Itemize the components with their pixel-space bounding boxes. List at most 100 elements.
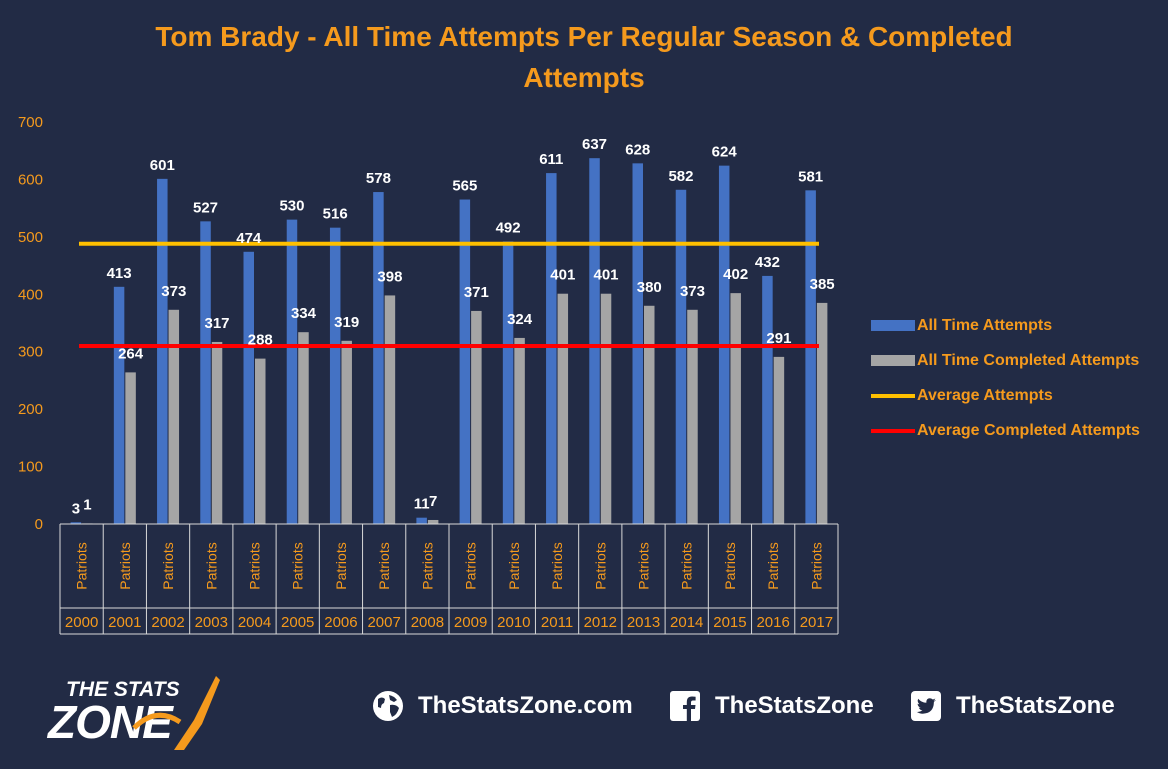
bar-completed	[730, 293, 741, 524]
bar-attempts	[286, 219, 298, 524]
legend-label: Average Attempts	[917, 386, 1053, 404]
y-tick-label: 300	[18, 344, 43, 361]
x-category-year-label: 2003	[195, 614, 228, 631]
data-label-completed: 373	[680, 283, 705, 300]
x-category-team-label: Patriots	[722, 542, 738, 589]
x-category-team-label: Patriots	[333, 542, 349, 589]
bar-completed	[557, 293, 569, 524]
facebook-link[interactable]: TheStatsZone	[669, 690, 874, 722]
bar-attempts	[329, 227, 341, 524]
y-tick-label: 600	[18, 171, 43, 188]
bar-attempts	[632, 163, 643, 524]
data-label-completed: 264	[118, 345, 144, 362]
legend-item: All Time Completed Attempts	[871, 343, 1140, 378]
x-category-team-label: Patriots	[592, 542, 608, 589]
footer: THE STATS ZONE TheStatsZone.com TheStats…	[0, 668, 1168, 758]
legend-label: All Time Completed Attempts	[917, 351, 1140, 369]
data-label-completed: 398	[377, 268, 402, 285]
x-category-year-label: 2010	[497, 614, 530, 631]
data-label-completed: 385	[810, 276, 835, 293]
chart-title-line-1: Tom Brady - All Time Attempts Per Regula…	[155, 21, 1013, 52]
bar-completed	[384, 295, 396, 524]
logo-line-1: THE STATS	[66, 678, 180, 701]
x-category-year-label: 2005	[281, 614, 314, 631]
x-category-team-label: Patriots	[808, 542, 824, 589]
bars	[70, 158, 828, 525]
y-tick-label: 700	[18, 114, 43, 131]
bar-completed	[341, 340, 352, 524]
x-category-team-label: Patriots	[463, 542, 479, 589]
bar-attempts	[589, 158, 600, 524]
facebook-text: TheStatsZone	[715, 692, 874, 719]
website-text: TheStatsZone.com	[418, 692, 633, 719]
x-category-year-label: 2002	[151, 614, 184, 631]
twitter-link[interactable]: TheStatsZone	[910, 690, 1115, 722]
data-label-completed: 401	[594, 267, 619, 284]
bar-completed	[168, 309, 180, 524]
x-category-team-label: Patriots	[636, 542, 652, 589]
x-category-team-label: Patriots	[419, 542, 435, 589]
data-label-completed: 373	[161, 283, 186, 300]
legend-label: Average Completed Attempts	[917, 421, 1140, 439]
x-category-team-label: Patriots	[765, 542, 781, 589]
stats-zone-logo: THE STATS ZONE	[46, 676, 220, 750]
data-label-attempts: 11	[414, 496, 430, 513]
facebook-icon	[670, 691, 700, 721]
logo-line-2: ZONE	[46, 696, 174, 748]
data-label-attempts: 582	[668, 168, 693, 185]
chart-title-line-2: Attempts	[523, 62, 645, 93]
bar-completed	[298, 332, 309, 524]
data-label-completed: 324	[507, 311, 533, 328]
bar-attempts	[762, 275, 773, 524]
bar-attempts	[675, 189, 687, 524]
data-label-attempts: 530	[279, 198, 304, 215]
logo-swoosh-icon	[174, 676, 220, 750]
legend-item: All Time Attempts	[871, 308, 1140, 343]
data-label-attempts: 624	[712, 144, 738, 161]
bar-chart: 0 100 200 300 400 500 600 700 3 1 413 264 601 373 527…	[18, 114, 839, 635]
x-axis: Patriots 2000 Patriots 2001 Patriots 2002 Patr…	[59, 523, 839, 635]
data-label-attempts: 578	[366, 170, 391, 187]
data-label-attempts: 628	[625, 141, 650, 158]
data-label-completed: 319	[334, 314, 359, 331]
data-label-attempts: 413	[107, 265, 132, 282]
y-axis-ticks: 0 100 200 300 400 500 600 700	[18, 114, 43, 533]
website-link[interactable]: TheStatsZone.com	[372, 690, 633, 722]
data-label-attempts: 611	[539, 151, 563, 168]
data-label-completed: 317	[205, 315, 230, 332]
bar-completed	[644, 305, 655, 524]
legend-line-swatch	[871, 428, 915, 433]
bar-completed	[773, 356, 785, 524]
data-label-completed: 402	[723, 266, 748, 283]
data-label-completed: 291	[766, 330, 791, 347]
x-category-team-label: Patriots	[117, 542, 133, 589]
y-tick-label: 0	[35, 516, 43, 533]
data-label-completed: 288	[248, 332, 273, 349]
bar-attempts	[416, 517, 427, 524]
data-label-attempts: 516	[323, 206, 348, 223]
x-category-year-label: 2000	[65, 614, 98, 631]
bar-completed	[427, 519, 439, 524]
data-label-completed: 401	[550, 267, 575, 284]
bar-attempts	[157, 178, 168, 524]
x-category-year-label: 2017	[800, 614, 833, 631]
legend-item: Average Attempts	[871, 378, 1140, 413]
x-category-year-label: 2006	[324, 614, 357, 631]
x-category-team-label: Patriots	[506, 542, 522, 589]
x-category-team-label: Patriots	[74, 542, 90, 589]
bar-attempts	[502, 241, 514, 525]
bar-completed	[125, 372, 136, 524]
bar-attempts	[546, 173, 557, 524]
data-label-completed: 1	[83, 496, 91, 513]
y-tick-label: 200	[18, 401, 43, 418]
data-label-completed: 334	[291, 305, 317, 322]
x-category-year-label: 2013	[627, 614, 660, 631]
data-labels: 3 1 413 264 601 373 527 317 474 288 530 334 516 319 57…	[72, 136, 835, 517]
y-tick-label: 500	[18, 229, 43, 246]
logo-arc-icon	[132, 712, 182, 730]
x-category-team-label: Patriots	[376, 542, 392, 589]
data-label-attempts: 3	[72, 500, 80, 517]
legend-item: Average Completed Attempts	[871, 413, 1140, 448]
bar-completed	[514, 337, 525, 524]
bar-attempts	[459, 199, 471, 524]
